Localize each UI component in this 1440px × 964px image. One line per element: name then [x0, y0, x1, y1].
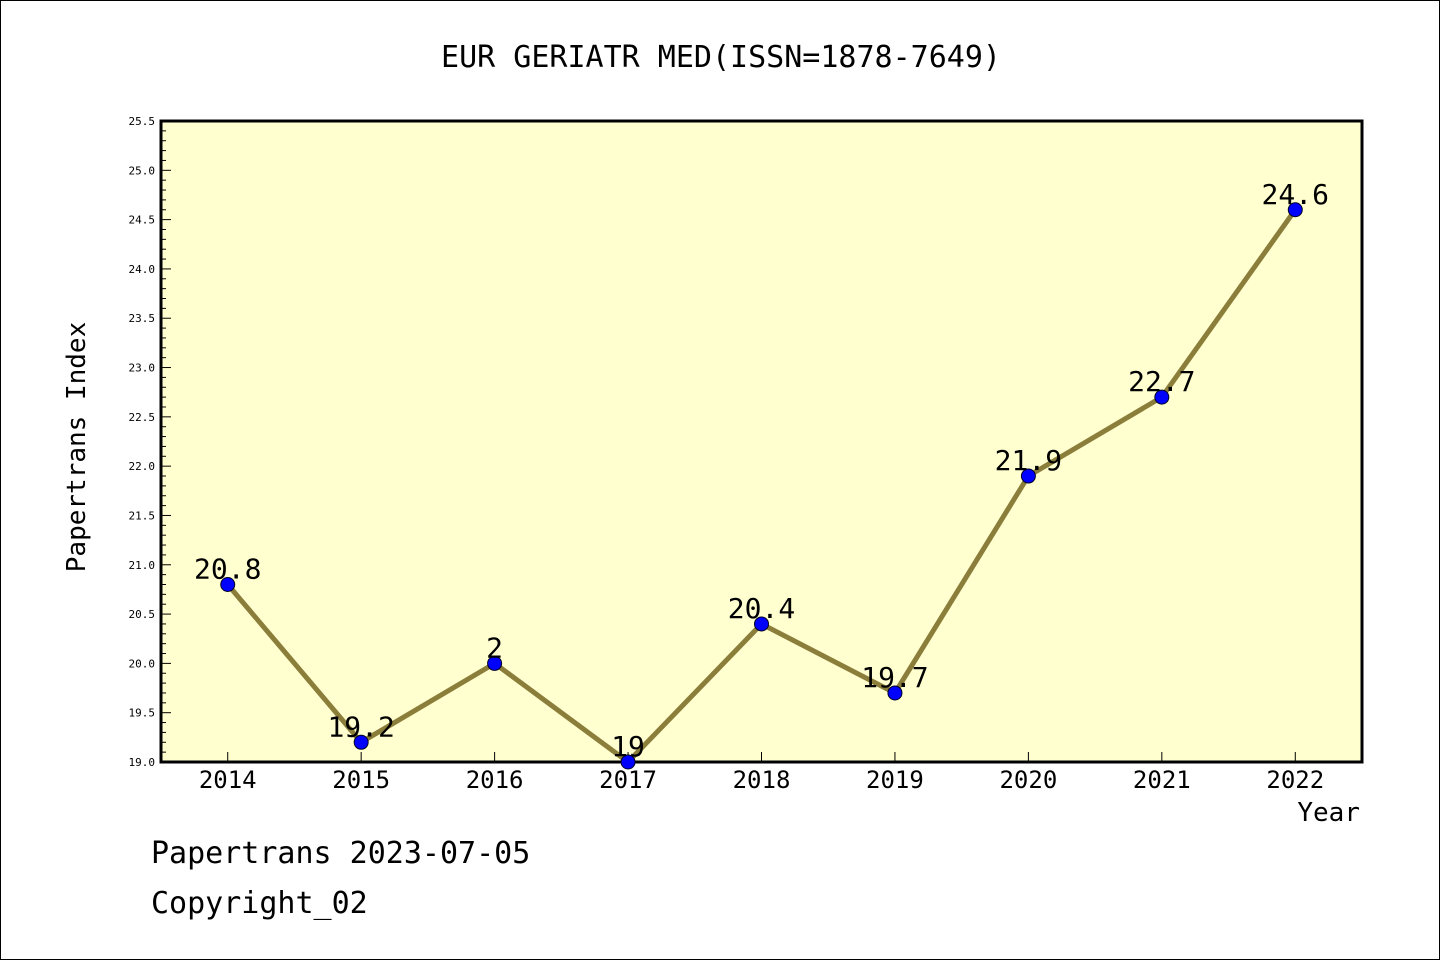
data-label: 19.2	[327, 710, 394, 743]
data-point	[754, 616, 769, 632]
data-point	[1020, 468, 1036, 484]
data-label: 24.6	[1262, 178, 1329, 211]
y-tick-label: 24.0	[129, 263, 156, 276]
data-label: 22.7	[1128, 365, 1195, 398]
footer-copyright: Copyright_02	[151, 886, 368, 921]
data-label: 19.7	[861, 661, 928, 694]
data-label: 21.9	[995, 444, 1062, 477]
y-tick-label: 19.5	[129, 707, 156, 720]
x-tick-label: 2015	[332, 766, 390, 794]
data-label: 19	[611, 730, 645, 763]
data-point	[1154, 389, 1170, 405]
x-tick-label: 2014	[199, 766, 257, 794]
y-tick-label: 24.5	[129, 214, 156, 227]
y-tick-label: 21.5	[129, 509, 156, 522]
chart-title: EUR GERIATR MED(ISSN=1878-7649)	[441, 40, 1001, 75]
y-tick-label: 22.0	[129, 460, 156, 473]
y-tick-label: 20.5	[129, 608, 156, 621]
data-point	[1287, 202, 1303, 218]
y-tick-label: 19.0	[129, 756, 156, 769]
x-tick-label: 2022	[1266, 766, 1324, 794]
x-tick-label: 2021	[1133, 766, 1191, 794]
y-axis: 19.0 19.5 20.0 20.5 21.0 21.5 22.0 22.5 23.0 23.5…	[129, 115, 171, 769]
y-tick-label: 21.0	[129, 559, 156, 572]
y-tick-label: 23.0	[129, 362, 156, 375]
x-tick-label: 2017	[599, 766, 657, 794]
series-line: 20.8 19.2 2 19 20.4 19.7 21.9 22.7 24.6	[194, 178, 1329, 770]
x-axis-label: Year	[1297, 798, 1360, 828]
y-tick-label: 22.5	[129, 411, 156, 424]
data-point	[220, 576, 236, 592]
y-tick-label: 25.5	[129, 115, 156, 128]
x-tick-label: 2019	[866, 766, 924, 794]
x-tick-label: 2016	[466, 766, 524, 794]
plot-area	[159, 119, 1364, 764]
data-point	[353, 734, 369, 750]
y-axis-label: Papertrans Index	[62, 322, 92, 572]
y-tick-label: 20.0	[129, 657, 156, 670]
data-point	[887, 685, 903, 701]
data-label: 2	[486, 631, 503, 664]
data-label: 20.4	[728, 592, 795, 625]
data-point	[487, 655, 503, 671]
data-point	[620, 754, 636, 770]
data-label: 20.8	[194, 552, 261, 585]
x-tick-label: 2018	[733, 766, 791, 794]
y-tick-label: 25.0	[129, 164, 156, 177]
footer-date-line: Papertrans 2023-07-05	[151, 836, 531, 871]
x-tick-label: 2020	[999, 766, 1057, 794]
x-axis: 2014 2015 2016 2017 2018 2019 2020 2021 2022	[199, 752, 1324, 794]
y-tick-label: 23.5	[129, 312, 156, 325]
